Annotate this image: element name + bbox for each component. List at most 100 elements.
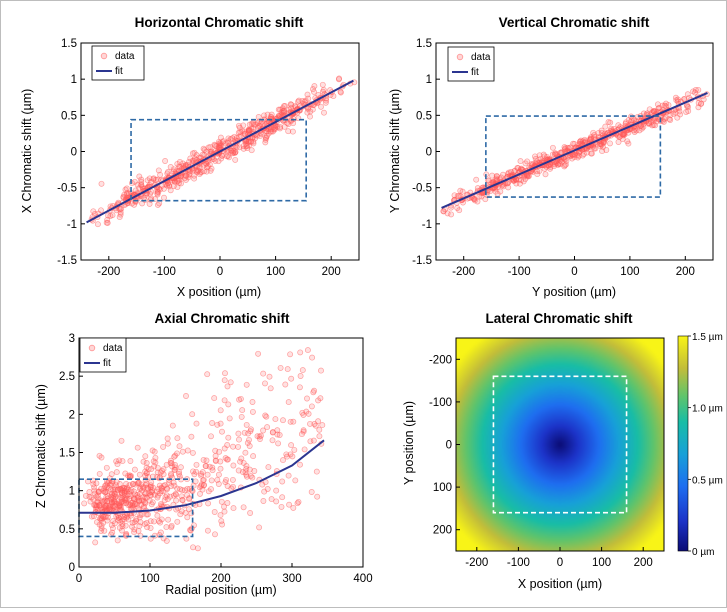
data-point xyxy=(203,463,209,470)
colorbar-gradient xyxy=(677,335,689,552)
data-point xyxy=(172,490,179,497)
data-point xyxy=(119,458,126,465)
data-point xyxy=(144,177,151,184)
data-point xyxy=(94,221,101,228)
data-point xyxy=(113,458,120,465)
data-point xyxy=(237,458,244,465)
x-tick-label: 200 xyxy=(322,266,341,278)
data-point xyxy=(283,451,290,458)
data-point xyxy=(288,101,295,108)
data-point xyxy=(93,480,100,487)
data-point xyxy=(297,349,304,356)
data-point xyxy=(308,489,315,495)
data-point xyxy=(297,373,304,379)
data-point xyxy=(520,178,527,185)
data-point xyxy=(581,136,588,143)
data-point xyxy=(522,160,529,167)
data-point xyxy=(103,464,110,471)
data-point xyxy=(262,412,269,419)
data-point xyxy=(536,152,543,159)
y-tick-label: 0.5 xyxy=(61,110,77,122)
data-point xyxy=(176,176,183,183)
data-point xyxy=(127,458,134,464)
data-point xyxy=(265,464,272,471)
data-point xyxy=(268,496,275,503)
y-tick-label: -1.5 xyxy=(412,255,432,267)
ylabel-axial: Z Chromatic shift (µm) xyxy=(34,384,48,508)
data-point xyxy=(170,479,177,486)
data-point xyxy=(94,506,101,513)
data-point xyxy=(172,462,179,468)
data-point xyxy=(193,420,200,427)
x-tick-label: 0 xyxy=(76,573,82,585)
data-point xyxy=(224,456,231,463)
data-point xyxy=(116,503,123,510)
data-point xyxy=(168,524,175,531)
title-lateral: Lateral Chromatic shift xyxy=(485,311,633,326)
data-point xyxy=(247,510,254,516)
data-point xyxy=(296,384,303,391)
data-point xyxy=(152,459,159,466)
data-point xyxy=(321,109,327,116)
data-point xyxy=(276,432,283,438)
data-point xyxy=(187,155,194,162)
x-tick-label: 200 xyxy=(634,557,653,569)
data-point xyxy=(173,497,180,504)
data-point xyxy=(208,433,214,440)
data-point xyxy=(290,504,297,511)
data-point xyxy=(205,500,212,507)
data-point xyxy=(161,497,168,504)
data-point xyxy=(510,177,517,184)
data-point xyxy=(157,529,164,536)
data-point xyxy=(323,97,330,104)
data-point xyxy=(295,98,302,105)
data-point xyxy=(189,411,196,418)
data-point xyxy=(625,140,632,147)
data-point xyxy=(203,148,210,155)
data-point xyxy=(219,428,225,435)
legend-data-vertical: data xyxy=(471,52,491,63)
data-point xyxy=(137,486,143,493)
data-point xyxy=(222,479,229,486)
data-point xyxy=(309,354,316,361)
data-point xyxy=(684,91,691,98)
data-point xyxy=(92,539,99,546)
data-point xyxy=(257,436,263,442)
y-tick-label: 1 xyxy=(426,74,432,86)
x-tick-label: 300 xyxy=(282,573,301,585)
data-point xyxy=(224,383,231,390)
data-point xyxy=(238,413,245,420)
data-point xyxy=(646,121,653,128)
data-point xyxy=(107,213,114,219)
data-point xyxy=(96,452,103,459)
data-point xyxy=(221,377,228,384)
data-point xyxy=(124,492,131,499)
y-tick-label: 1.5 xyxy=(416,38,432,50)
data-point xyxy=(287,418,294,425)
data-point xyxy=(242,449,249,456)
legend-horizontal: data fit xyxy=(91,45,145,81)
data-point xyxy=(169,422,176,429)
data-point xyxy=(170,183,177,189)
data-point xyxy=(607,140,613,147)
title-horizontal: Horizontal Chromatic shift xyxy=(135,15,304,30)
data-point xyxy=(149,499,156,506)
data-point xyxy=(517,158,524,165)
legend-axial: data fit xyxy=(79,337,127,373)
data-point xyxy=(258,131,265,138)
data-point xyxy=(118,487,125,494)
data-point xyxy=(497,188,504,195)
data-point xyxy=(189,150,196,157)
data-point xyxy=(160,466,167,473)
data-point xyxy=(116,524,123,531)
y-tick-label: 100 xyxy=(433,482,452,494)
data-point xyxy=(245,430,252,437)
legend-data-marker-horizontal xyxy=(100,52,108,60)
data-point xyxy=(555,161,561,168)
colorbar-tick-label: 0.5 µm xyxy=(692,475,723,486)
data-point xyxy=(110,518,117,525)
data-point xyxy=(246,443,253,449)
data-point xyxy=(137,511,144,518)
data-point xyxy=(503,180,510,187)
data-point xyxy=(225,135,232,142)
